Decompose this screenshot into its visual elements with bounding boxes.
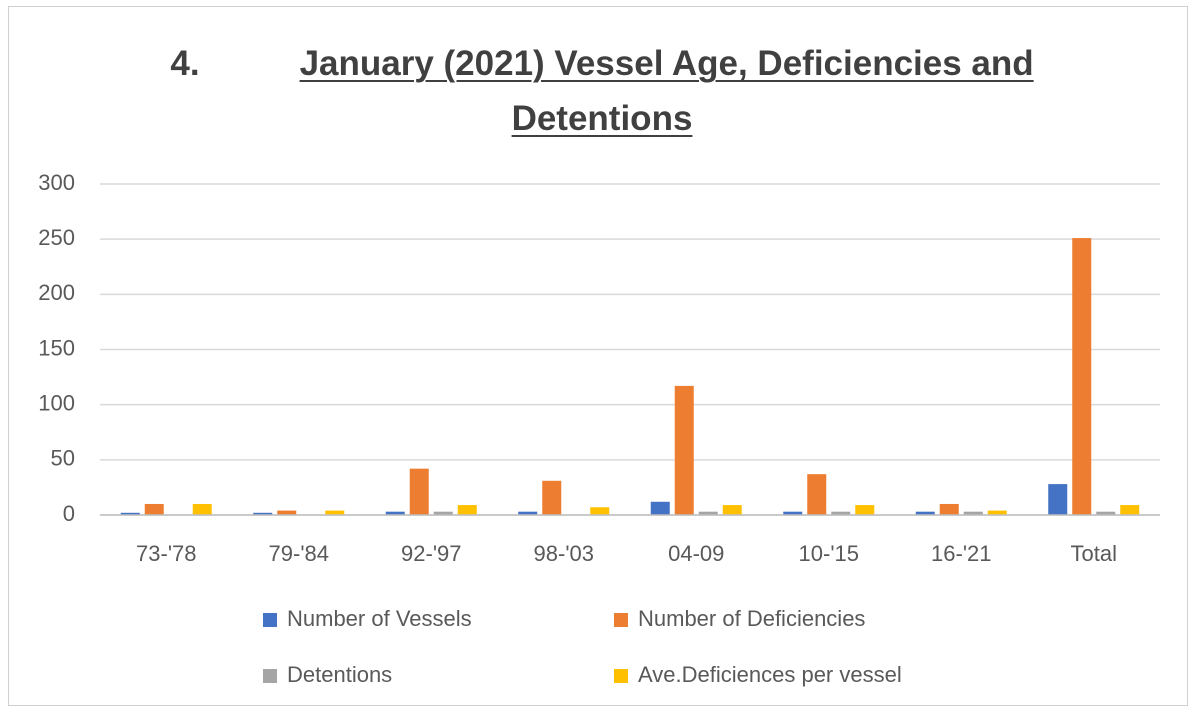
y-tick-label: 300 [38, 170, 75, 195]
bar [674, 385, 694, 515]
bar [518, 511, 538, 515]
bar [807, 474, 827, 515]
bar [253, 512, 273, 515]
bar [385, 511, 405, 515]
bar [1096, 511, 1116, 515]
bar [855, 505, 875, 515]
bar [783, 511, 803, 515]
bar [963, 511, 983, 515]
x-tick-label: 73-'78 [136, 541, 196, 566]
legend-swatch [263, 669, 277, 683]
legend-label: Number of Vessels [287, 606, 472, 631]
x-tick-label: 04-09 [668, 541, 724, 566]
chart-title-block: 4. January (2021) Vessel Age, Deficiencie… [147, 36, 1057, 146]
x-tick-label: 16-'21 [931, 541, 991, 566]
legend-label: Detentions [287, 662, 392, 687]
x-tick-label: 92-'97 [401, 541, 461, 566]
legend-label: Ave.Deficiences per vessel [638, 662, 902, 687]
bar [831, 511, 851, 515]
bar [939, 503, 959, 515]
y-tick-label: 250 [38, 225, 75, 250]
bar [590, 507, 610, 515]
bar [1048, 484, 1068, 515]
x-tick-label: Total [1071, 541, 1117, 566]
legend-swatch [614, 669, 628, 683]
chart-frame [8, 6, 1188, 706]
bar [457, 505, 477, 515]
x-tick-label: 98-'03 [534, 541, 594, 566]
y-tick-label: 100 [38, 390, 75, 415]
legend-swatch [614, 613, 628, 627]
x-tick-label: 10-'15 [799, 541, 859, 566]
bar [433, 511, 453, 515]
chart-number: 4. [170, 44, 200, 83]
bar [987, 510, 1007, 515]
y-tick-label: 200 [38, 280, 75, 305]
bar [542, 480, 562, 515]
legend-swatch [263, 613, 277, 627]
bar [325, 510, 345, 515]
bar [277, 510, 297, 515]
bar [409, 468, 429, 515]
bar [650, 501, 670, 515]
y-tick-label: 0 [63, 501, 75, 526]
bar [698, 511, 718, 515]
chart-title: January (2021) Vessel Age, Deficiencies … [299, 44, 1034, 138]
bar [915, 511, 935, 515]
legend-label: Number of Deficiencies [638, 606, 865, 631]
bar [192, 503, 212, 515]
bar [722, 505, 742, 515]
bar [1120, 505, 1140, 515]
bar [120, 512, 140, 515]
y-tick-label: 150 [38, 335, 75, 360]
bar [144, 503, 164, 515]
y-tick-label: 50 [51, 446, 75, 471]
bar [1072, 238, 1092, 515]
x-tick-label: 79-'84 [269, 541, 329, 566]
